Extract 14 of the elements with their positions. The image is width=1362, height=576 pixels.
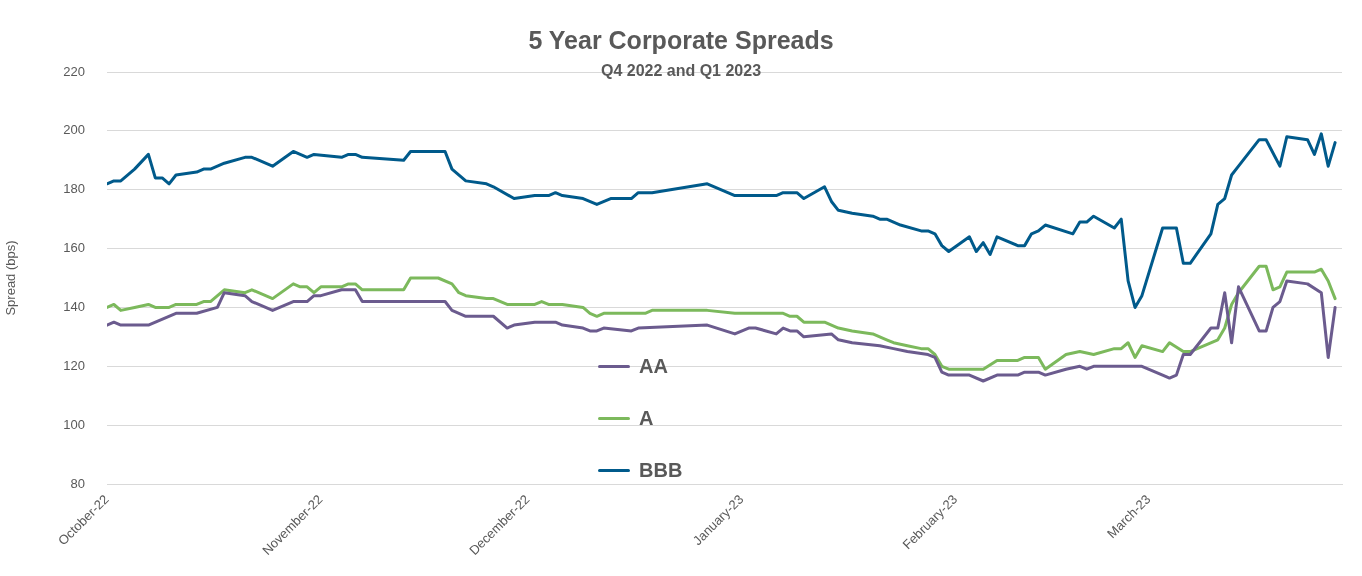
legend-label: BBB	[639, 458, 683, 482]
y-tick-label: 180	[63, 181, 85, 197]
chart-title: 5 Year Corporate Spreads	[527, 26, 835, 55]
y-tick-label: 200	[63, 122, 85, 138]
y-tick-label: 220	[63, 63, 85, 79]
chart-subtitle: Q4 2022 and Q1 2023	[600, 62, 762, 79]
y-tick-label: 120	[63, 357, 85, 373]
legend-label: AA	[639, 354, 668, 378]
y-tick-label: 80	[70, 475, 85, 491]
legend-label: A	[639, 406, 654, 430]
y-tick-label: 100	[63, 416, 85, 432]
y-tick-label: 160	[63, 240, 85, 256]
y-axis-title: Spread (bps)	[3, 240, 19, 316]
y-tick-label: 140	[63, 299, 85, 315]
